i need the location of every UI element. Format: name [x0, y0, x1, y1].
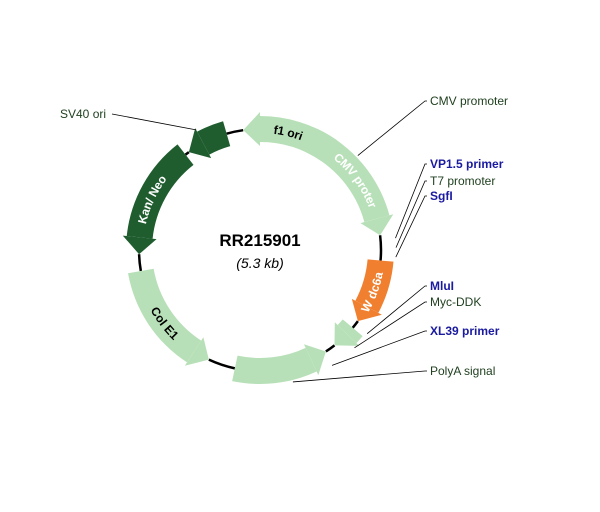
plasmid-size: (5.3 kb): [236, 255, 283, 271]
callout-label: VP1.5 primer: [430, 157, 504, 171]
callout-label: T7 promoter: [430, 174, 495, 188]
callout-label: XL39 primer: [430, 324, 500, 338]
plasmid-title: RR215901: [219, 231, 300, 250]
plasmid-map: CMV proterW dc6aCol E1Kan/ Neof1 ori CMV…: [0, 0, 600, 512]
callout-label: CMV promoter: [430, 94, 508, 108]
segment-polya: [232, 348, 316, 384]
callout-label: PolyA signal: [430, 364, 495, 378]
callout-label: Myc-DDK: [430, 295, 481, 309]
callout-label: SgfI: [430, 189, 453, 203]
callout-label: MluI: [430, 279, 454, 293]
callout-label: SV40 ori: [60, 107, 106, 121]
